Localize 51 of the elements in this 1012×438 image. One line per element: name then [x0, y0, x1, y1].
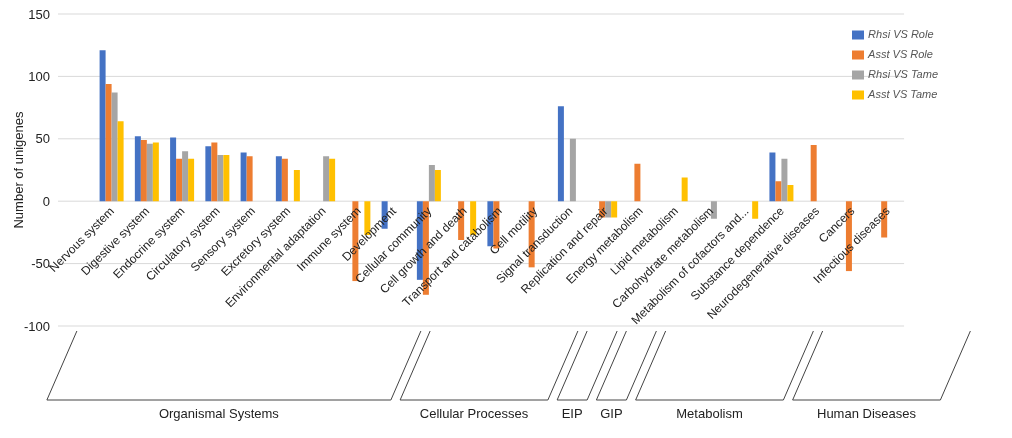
- bar: [681, 177, 688, 202]
- bar: [99, 50, 106, 202]
- bar: [152, 142, 159, 202]
- bar: [217, 155, 224, 202]
- bar: [281, 158, 288, 202]
- bar: [188, 158, 195, 202]
- bar: [111, 92, 118, 202]
- bar: [176, 158, 183, 202]
- text: Human Diseases: [817, 406, 916, 421]
- y-tick-label: 0: [42, 193, 50, 209]
- bar: [428, 165, 435, 202]
- bar: [170, 137, 177, 202]
- text: GIP: [600, 406, 623, 421]
- bar: [787, 184, 794, 202]
- bar: [205, 146, 212, 202]
- legend-label: Asst VS Role: [868, 48, 933, 60]
- bar: [434, 170, 441, 202]
- bar: [246, 156, 253, 202]
- text: EIP: [561, 406, 583, 421]
- bar: [223, 155, 230, 202]
- bar: [323, 156, 330, 202]
- y-tick-label: 50: [35, 131, 50, 147]
- bar: [240, 152, 247, 202]
- legend-label: Rhsi VS Role: [868, 28, 934, 40]
- bar: [781, 158, 788, 202]
- y-tick-label: 150: [28, 6, 50, 22]
- bar: [557, 106, 564, 202]
- bar: [275, 156, 282, 202]
- bar: [569, 138, 576, 202]
- bar: [775, 181, 782, 202]
- bar: [146, 143, 153, 202]
- bar: [134, 136, 141, 202]
- y-tick-label: -50: [31, 256, 50, 272]
- text: Metabolism: [676, 406, 743, 421]
- legend-label: Asst VS Tame: [868, 88, 938, 100]
- y-tick-label: 100: [28, 69, 50, 85]
- bar: [140, 140, 147, 202]
- bar: [182, 151, 189, 202]
- bar: [634, 163, 641, 202]
- y-tick-label: -100: [23, 318, 50, 334]
- bar: [105, 83, 112, 202]
- bar: [329, 158, 336, 202]
- bar: [117, 121, 124, 202]
- text: Cellular Processes: [419, 406, 529, 421]
- legend-label: Rhsi VS Tame: [868, 68, 938, 80]
- text: Organismal Systems: [158, 406, 279, 421]
- bar: [769, 152, 776, 202]
- y-axis-title: Number of unigenes: [10, 110, 26, 229]
- bar: [810, 145, 817, 202]
- bar: [293, 170, 300, 202]
- bar: [211, 142, 218, 202]
